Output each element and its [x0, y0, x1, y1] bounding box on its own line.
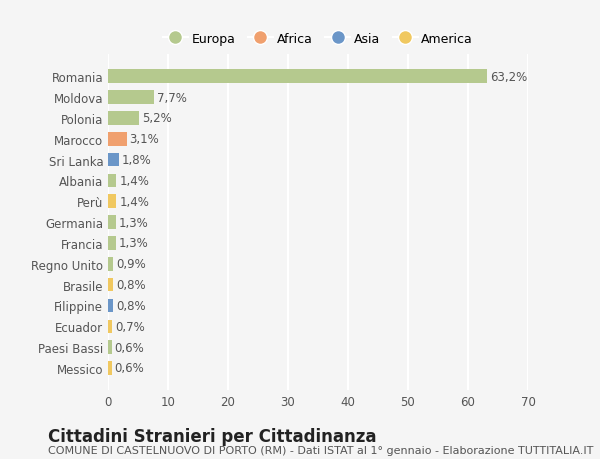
Text: COMUNE DI CASTELNUOVO DI PORTO (RM) - Dati ISTAT al 1° gennaio - Elaborazione TU: COMUNE DI CASTELNUOVO DI PORTO (RM) - Da… — [48, 445, 593, 455]
Bar — [108, 195, 116, 208]
Bar — [108, 133, 127, 146]
Text: 63,2%: 63,2% — [490, 71, 527, 84]
Text: 1,8%: 1,8% — [122, 154, 152, 167]
Text: Cittadini Stranieri per Cittadinanza: Cittadini Stranieri per Cittadinanza — [48, 427, 377, 445]
Text: 0,9%: 0,9% — [116, 257, 146, 271]
Bar — [108, 299, 113, 313]
Text: 1,4%: 1,4% — [119, 174, 149, 188]
Bar — [108, 320, 112, 333]
Text: 1,3%: 1,3% — [119, 237, 149, 250]
Bar — [108, 361, 112, 375]
Text: 5,2%: 5,2% — [142, 112, 172, 125]
Text: 0,6%: 0,6% — [115, 362, 145, 375]
Bar — [108, 91, 154, 105]
Text: 7,7%: 7,7% — [157, 91, 187, 104]
Bar — [108, 216, 116, 230]
Bar — [108, 174, 116, 188]
Text: 1,3%: 1,3% — [119, 216, 149, 229]
Legend: Europa, Africa, Asia, America: Europa, Africa, Asia, America — [158, 28, 478, 51]
Bar — [108, 112, 139, 125]
Bar — [108, 341, 112, 354]
Bar — [108, 257, 113, 271]
Bar — [108, 237, 116, 250]
Text: 1,4%: 1,4% — [119, 196, 149, 208]
Text: 0,7%: 0,7% — [115, 320, 145, 333]
Text: 0,6%: 0,6% — [115, 341, 145, 354]
Bar — [108, 153, 119, 167]
Text: 3,1%: 3,1% — [130, 133, 160, 146]
Bar — [108, 70, 487, 84]
Text: 0,8%: 0,8% — [116, 279, 145, 291]
Text: 0,8%: 0,8% — [116, 299, 145, 312]
Bar — [108, 278, 113, 292]
